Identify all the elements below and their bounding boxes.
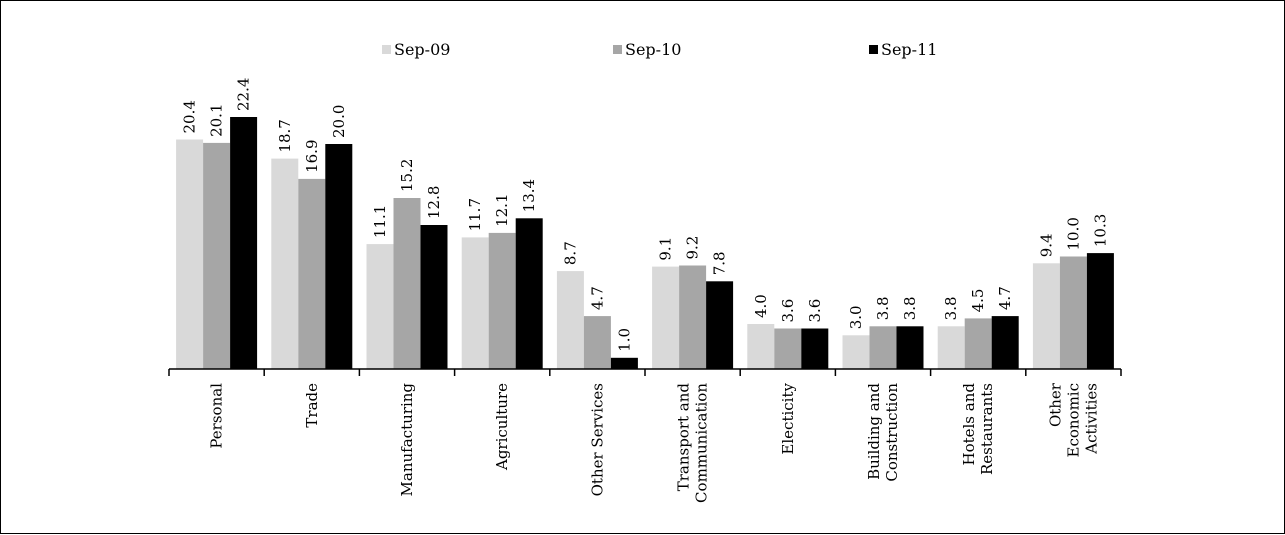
data-label: 7.8 <box>711 251 729 275</box>
x-tick-label: Hotels and <box>960 383 978 466</box>
legend-label-sep-11: Sep-11 <box>881 40 937 59</box>
bar-sep-09-2 <box>366 244 394 369</box>
data-label: 3.8 <box>901 296 919 320</box>
data-label: 20.1 <box>208 103 226 136</box>
data-label: 4.5 <box>969 289 987 313</box>
bar-sep-09-1 <box>271 158 299 369</box>
data-label: 1.0 <box>615 328 633 352</box>
data-label: 9.4 <box>1037 233 1055 257</box>
x-tick-label: Building and <box>865 383 883 480</box>
x-tick-label: Economic <box>1064 383 1082 458</box>
x-tick-label: Activities <box>1082 383 1100 455</box>
x-tick-label: Transport and <box>675 383 693 492</box>
data-label: 16.9 <box>303 139 321 172</box>
data-label: 12.8 <box>425 186 443 219</box>
bar-sep-10-8 <box>964 318 992 369</box>
bar-sep-09-6 <box>747 324 775 369</box>
data-label: 3.6 <box>806 299 824 323</box>
data-label: 12.1 <box>493 193 511 226</box>
bar-sep-09-8 <box>937 326 965 370</box>
x-tick-label: Restaurants <box>978 383 996 475</box>
data-label: 10.0 <box>1064 217 1082 250</box>
bar-sep-10-6 <box>774 328 802 369</box>
bar-sep-09-9 <box>1032 263 1060 370</box>
data-label: 18.7 <box>276 119 294 152</box>
bar-sep-10-3 <box>488 232 516 369</box>
bar-sep-09-0 <box>176 139 204 369</box>
bar-sep-10-9 <box>1059 256 1087 369</box>
x-tick-label: Trade <box>303 383 321 428</box>
bar-sep-09-4 <box>556 271 584 369</box>
bar-sep-09-7 <box>842 335 870 370</box>
legend-swatch-sep-09 <box>382 45 391 54</box>
x-tick-label: Communication <box>693 383 711 503</box>
bar-sep-10-0 <box>203 142 231 369</box>
x-tick-label: Other <box>1046 382 1064 427</box>
bar-sep-11-5 <box>706 281 734 370</box>
bar-sep-10-2 <box>393 198 421 369</box>
data-label: 3.8 <box>942 296 960 320</box>
bar-sep-11-8 <box>991 316 1019 369</box>
legend-swatch-sep-10 <box>613 45 622 54</box>
bar-sep-09-3 <box>461 237 489 369</box>
data-label: 4.7 <box>588 286 606 310</box>
bar-sep-10-7 <box>869 326 897 370</box>
x-tick-label: Personal <box>208 383 226 449</box>
legend-swatch-sep-11 <box>869 45 878 54</box>
bar-sep-09-5 <box>652 266 680 369</box>
data-label: 11.7 <box>466 198 484 231</box>
bar-sep-11-9 <box>1086 253 1114 369</box>
x-tick-label: Agriculture <box>493 383 511 471</box>
data-label: 9.2 <box>684 236 702 260</box>
legend-label-sep-10: Sep-10 <box>625 40 681 59</box>
data-label: 8.7 <box>561 241 579 265</box>
legend-label-sep-09: Sep-09 <box>394 40 450 59</box>
data-label: 13.4 <box>520 179 538 212</box>
bar-sep-11-3 <box>515 218 543 370</box>
data-label: 4.0 <box>752 294 770 318</box>
data-label: 3.6 <box>779 299 797 323</box>
bar-sep-11-7 <box>896 326 924 370</box>
data-label: 3.8 <box>874 296 892 320</box>
x-tick-label: Manufacturing <box>398 383 416 497</box>
bar-sep-11-0 <box>230 117 258 369</box>
bar-sep-11-1 <box>325 144 353 369</box>
data-label: 15.2 <box>398 159 416 192</box>
bar-sep-11-2 <box>420 225 448 369</box>
bar-sep-11-4 <box>610 357 638 370</box>
data-label: 4.7 <box>996 286 1014 310</box>
data-label: 3.0 <box>847 305 865 329</box>
bar-sep-11-6 <box>801 328 829 369</box>
bar-sep-10-5 <box>679 265 707 369</box>
data-label: 11.1 <box>371 205 389 238</box>
data-label: 10.3 <box>1091 214 1109 247</box>
x-tick-label: Electicity <box>779 382 797 454</box>
data-label: 9.1 <box>657 237 675 261</box>
x-tick-label: Other Services <box>588 383 606 496</box>
x-tick-label: Construction <box>883 383 901 482</box>
bar-sep-10-4 <box>583 316 611 369</box>
bar-sep-10-1 <box>298 178 326 369</box>
data-label: 22.4 <box>235 78 253 111</box>
data-label: 20.4 <box>181 100 199 133</box>
data-label: 20.0 <box>330 105 348 138</box>
